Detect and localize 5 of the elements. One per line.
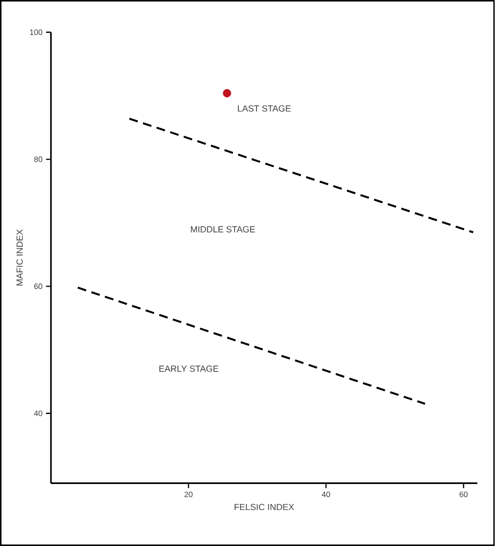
- annotation: EARLY STAGE: [159, 366, 218, 372]
- x-axis-title: FELSIC INDEX: [234, 504, 294, 510]
- annotation: LAST STAGE: [238, 105, 291, 112]
- y-axis-title: MAFIC INDEX: [16, 229, 23, 286]
- annotation: MIDDLE STAGE: [191, 226, 256, 232]
